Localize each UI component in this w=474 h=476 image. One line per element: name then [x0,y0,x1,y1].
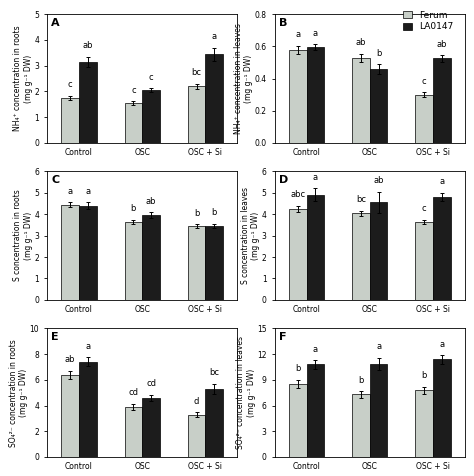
Bar [433,197,451,300]
Bar [352,395,370,457]
Bar [79,62,97,143]
Text: bc: bc [356,195,366,204]
Bar [142,398,160,457]
Bar [61,375,79,457]
Bar [125,222,142,300]
Text: c: c [68,80,73,89]
Text: ab: ab [146,197,156,206]
Text: ab: ab [437,40,447,49]
Bar [307,365,324,457]
Text: ab: ab [82,41,93,50]
Text: a: a [376,342,381,351]
Y-axis label: S concentration in roots
(mg g⁻¹ DW): S concentration in roots (mg g⁻¹ DW) [13,190,33,281]
Bar [142,215,160,300]
Text: b: b [421,371,427,380]
Bar [352,213,370,300]
Bar [370,202,387,300]
Text: A: A [51,18,60,28]
Text: a: a [313,345,318,354]
Text: a: a [295,30,300,39]
Text: b: b [358,376,364,385]
Text: b: b [211,208,217,218]
Bar [289,384,307,457]
Bar [415,222,433,300]
Bar [415,390,433,457]
Bar [433,359,451,457]
Text: F: F [279,332,286,342]
Text: b: b [295,365,301,373]
Bar [289,209,307,300]
Bar [125,103,142,143]
Text: c: c [422,77,427,86]
Bar [79,206,97,300]
Text: cd: cd [146,379,156,388]
Bar [79,362,97,457]
Text: bc: bc [209,368,219,377]
Y-axis label: NH₄⁺ concentration in roots
(mg g⁻¹ DW): NH₄⁺ concentration in roots (mg g⁻¹ DW) [13,26,33,131]
Bar [125,407,142,457]
Y-axis label: NH₄⁺ concentration in leaves
(mg g⁻¹ DW): NH₄⁺ concentration in leaves (mg g⁻¹ DW) [234,23,253,134]
Bar [61,205,79,300]
Text: bc: bc [191,68,201,77]
Text: a: a [439,339,444,348]
Y-axis label: SO₄²⁻ concentration in leaves
(mg g⁻¹ DW): SO₄²⁻ concentration in leaves (mg g⁻¹ DW… [236,336,255,449]
Text: a: a [68,187,73,196]
Text: a: a [85,187,91,196]
Bar [433,59,451,143]
Y-axis label: SO₄²⁻ concentration in roots
(mg g⁻¹ DW): SO₄²⁻ concentration in roots (mg g⁻¹ DW) [9,339,28,446]
Text: ab: ab [65,356,75,365]
Bar [289,50,307,143]
Text: a: a [313,173,318,182]
Bar [205,389,223,457]
Bar [352,58,370,143]
Bar [188,86,205,143]
Text: c: c [149,73,154,81]
Text: a: a [212,32,217,41]
Text: C: C [51,175,59,185]
Bar [188,415,205,457]
Text: D: D [279,175,288,185]
Text: a: a [313,29,318,38]
Text: c: c [131,86,136,95]
Text: abc: abc [290,190,305,199]
Text: ab: ab [374,176,384,185]
Text: b: b [194,209,199,218]
Bar [188,226,205,300]
Text: E: E [51,332,59,342]
Text: b: b [131,204,136,213]
Bar [370,364,387,457]
Text: b: b [376,49,381,58]
Bar [307,195,324,300]
Text: B: B [279,18,287,28]
Bar [205,226,223,300]
Text: cd: cd [128,388,138,397]
Bar [370,69,387,143]
Text: d: d [194,397,199,406]
Bar [142,90,160,143]
Legend: Ferum, LA0147: Ferum, LA0147 [401,9,455,33]
Bar [307,47,324,143]
Text: a: a [85,342,91,351]
Text: ab: ab [356,38,366,47]
Bar [61,98,79,143]
Text: a: a [439,178,444,187]
Text: c: c [422,204,427,213]
Bar [415,95,433,143]
Y-axis label: S concentration in leaves
(mg g⁻¹ DW): S concentration in leaves (mg g⁻¹ DW) [241,187,260,284]
Bar [205,54,223,143]
